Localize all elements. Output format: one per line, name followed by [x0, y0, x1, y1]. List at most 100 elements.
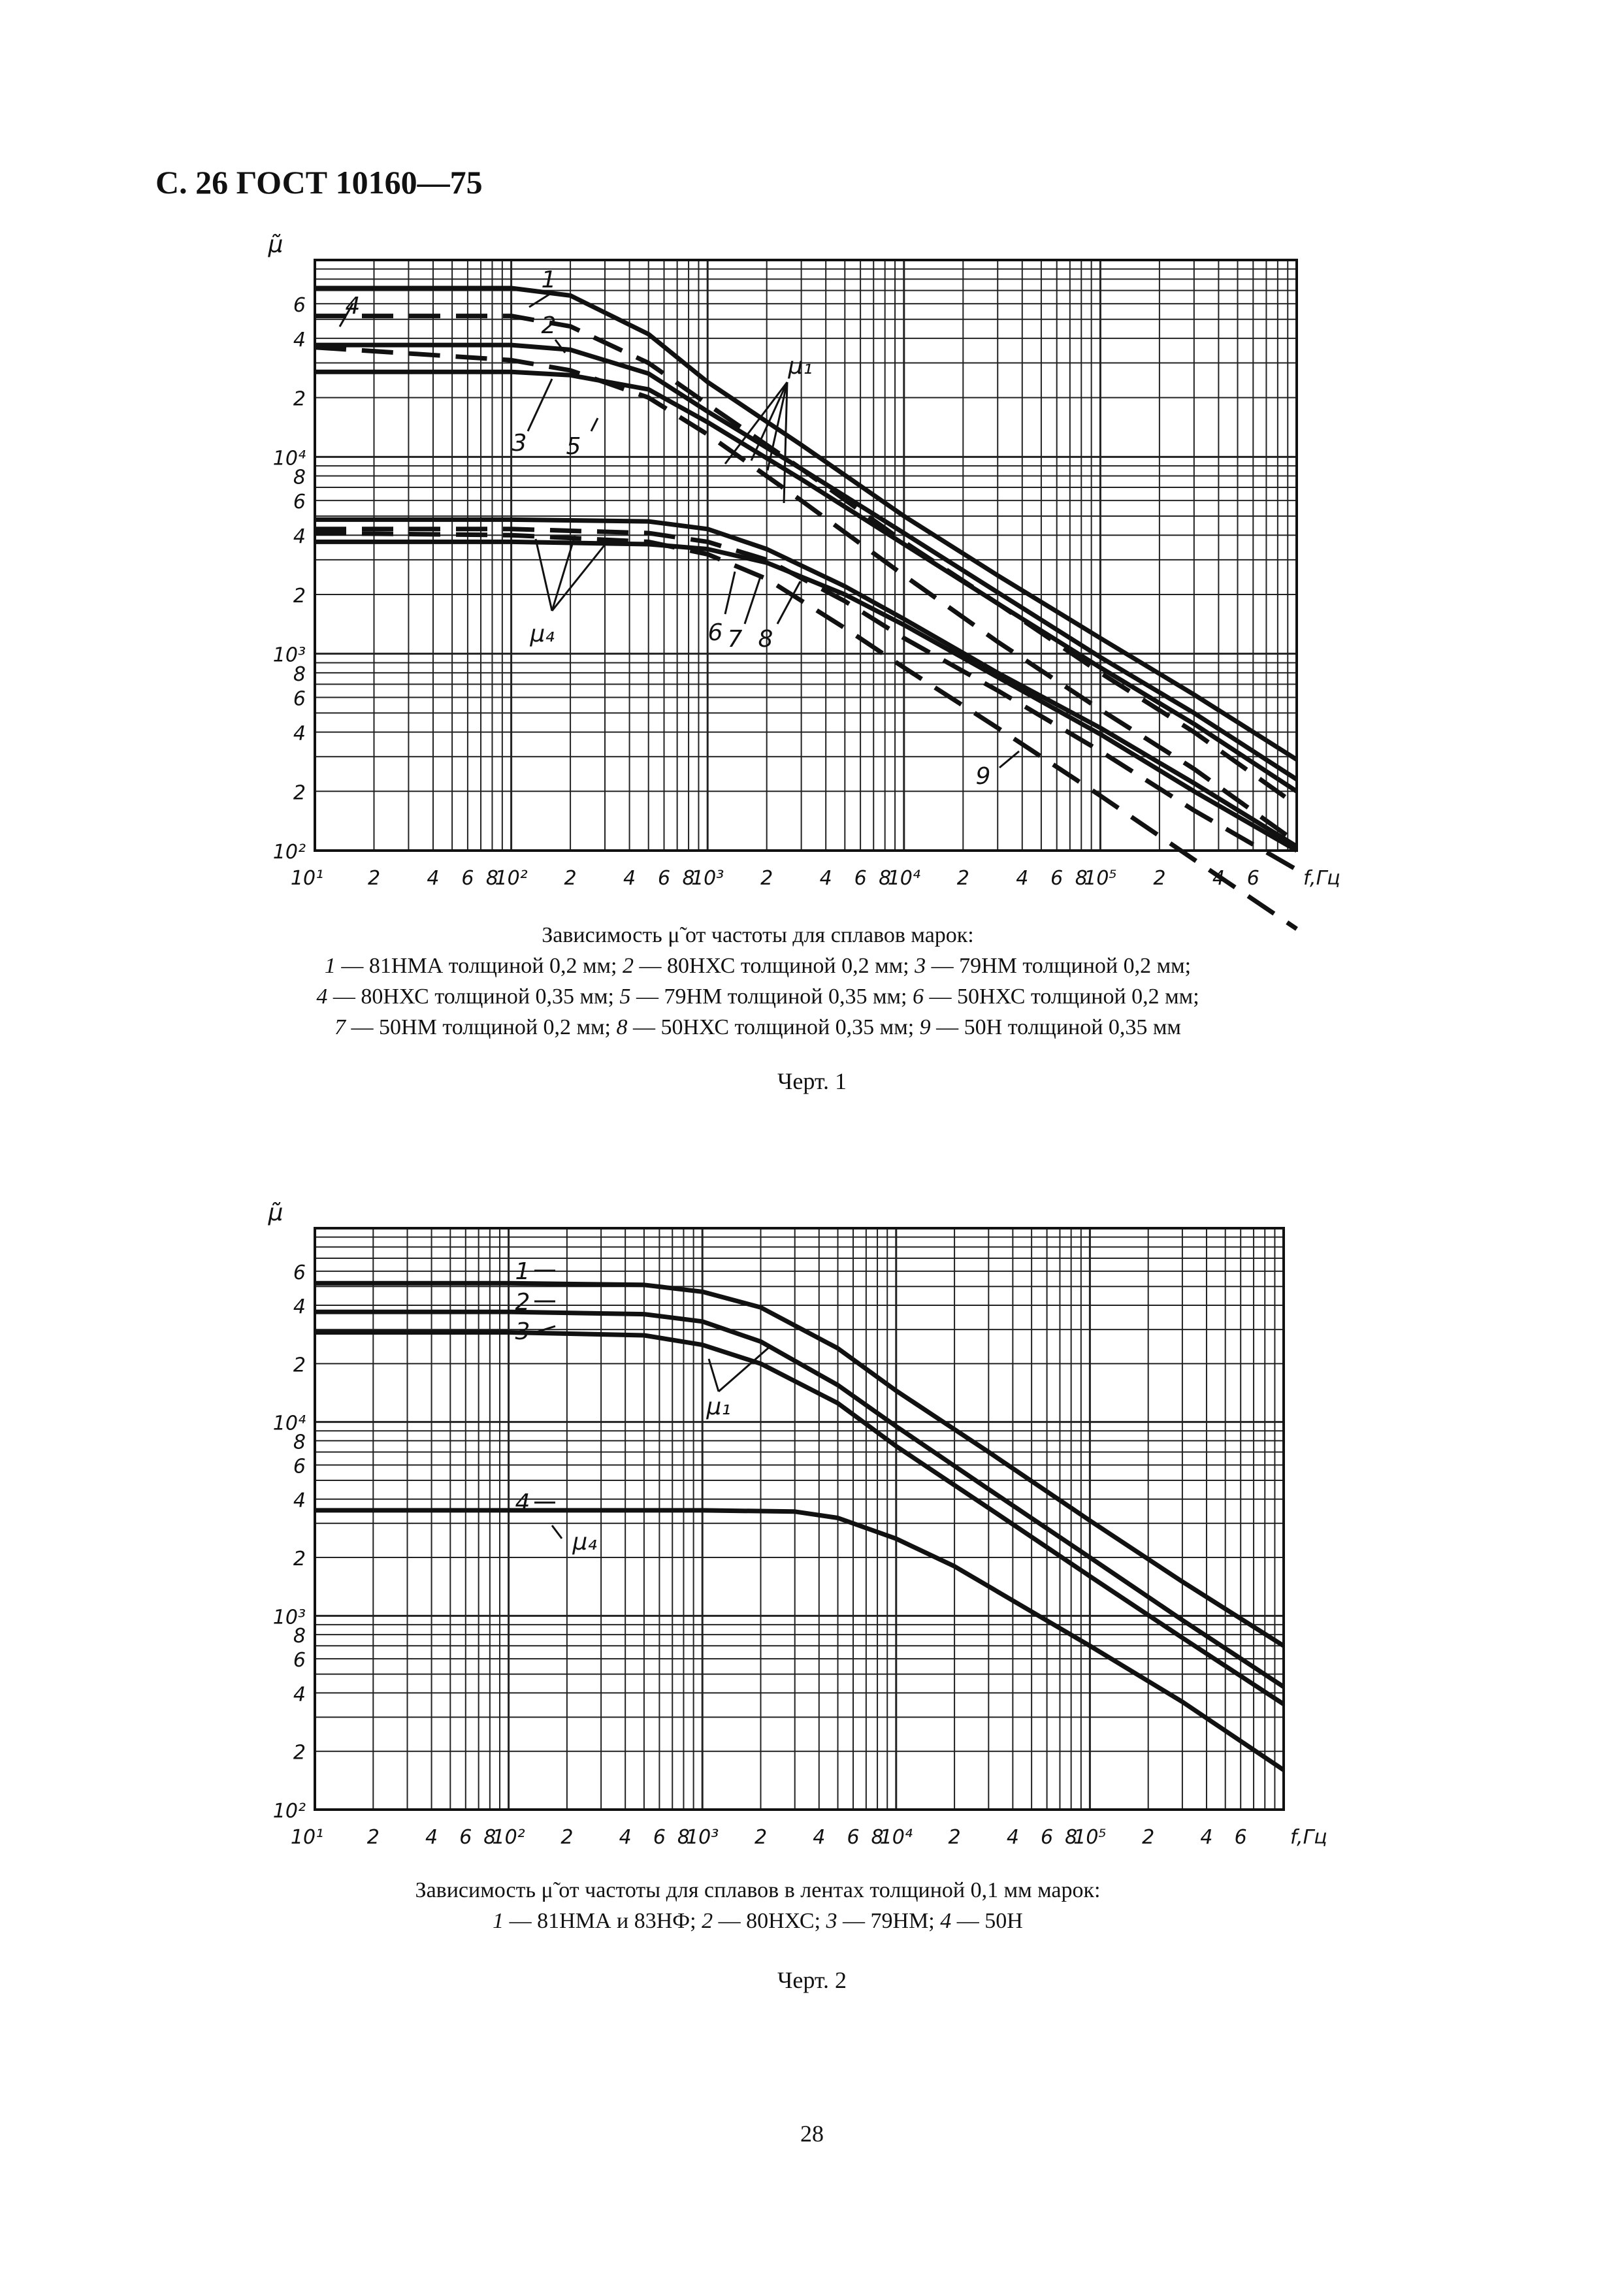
chart-1-mu1-leader: [766, 382, 788, 471]
chart-1-x-tick-label: 2: [564, 867, 577, 890]
chart-2-y-tick-label: 8: [293, 1431, 306, 1454]
page-number: 28: [800, 2121, 824, 2147]
chart-1-x-tick-label: 10³: [691, 867, 724, 890]
chart-2-y-tick-label: 2: [293, 1548, 306, 1571]
chart-2-legend-row: 1 — 81НМА и 83НФ; 2 — 80НХС; 3 — 79НМ; 4…: [196, 1906, 1320, 1936]
chart-2-legend-text: — 80НХС;: [713, 1909, 826, 1933]
chart-1-series-labels: 1 4 2 3 5 6 7 8 9 μ₁ μ₄: [338, 267, 1020, 790]
chart-1-label-leader: [338, 303, 354, 327]
chart-2-frame: [314, 1227, 1285, 1811]
chart-1-legend-number: 8: [616, 1015, 628, 1039]
chart-1-legend-text: — 50НХС толщиной 0,35 мм;: [627, 1015, 920, 1039]
chart-1-x-tick-label: 6: [658, 867, 670, 890]
chart-2-x-tick-label: 10³: [686, 1826, 719, 1849]
chart-2-x-tick-label: 10⁵: [1073, 1826, 1106, 1849]
chart-1-y-tick-label: 10²: [273, 841, 306, 864]
chart-1-label-leader: [554, 339, 566, 353]
chart-1-series-label-4: 4: [346, 293, 361, 319]
chart-2-y-axis-label: μ̃: [268, 1199, 284, 1226]
chart-2-label-leader: [534, 1325, 556, 1334]
chart-1-legend: 1 — 81НМА толщиной 0,2 мм; 2 — 80НХС тол…: [196, 951, 1320, 1043]
chart-2-x-tick-label: 4: [1200, 1826, 1212, 1849]
chart-1-x-tick-label: 2: [760, 867, 773, 890]
chart-1-legend-number: 4: [316, 985, 328, 1009]
chart-1-y-tick-label: 6: [293, 491, 306, 513]
chart-1-x-tick-label: 10⁴: [888, 867, 920, 890]
chart-1-legend-text: — 80НХС толщиной 0,35 мм;: [327, 985, 620, 1009]
chart-2-mu4-leader: [551, 1525, 563, 1539]
chart-2-x-tick-label: 4: [619, 1826, 632, 1849]
chart-2-group-label-mu1: μ₁: [706, 1393, 730, 1420]
chart-1-legend-text: — 79НМ толщиной 0,35 мм;: [630, 985, 913, 1009]
chart-2-series-line-1: [315, 1280, 1285, 1648]
chart-2-series-line-4: [315, 1508, 1285, 1772]
chart-1-series-label-7: 7: [728, 626, 743, 653]
chart-2-x-tick-label: 2: [367, 1826, 380, 1849]
chart-1-x-tick-label: 6: [461, 867, 474, 890]
chart-1-label-leader: [527, 378, 553, 432]
chart-2-y-tick-label: 4: [293, 1489, 306, 1512]
chart-2-x-tick-label: 4: [425, 1826, 438, 1849]
chart-1-legend-number: 6: [912, 985, 924, 1009]
chart-2-series-line-2: [315, 1309, 1285, 1689]
chart-1-mu1-leader: [783, 382, 788, 504]
chart-2-y-tick-label: 4: [293, 1295, 306, 1318]
chart-2-legend-text: — 81НМА и 83НФ;: [504, 1909, 702, 1933]
chart-1-x-tick-label: 8: [1075, 867, 1088, 890]
chart-1-x-tick-label: 4: [623, 867, 636, 890]
chart-2-x-tick-label: 6: [847, 1826, 859, 1849]
chart-1-legend-number: 7: [334, 1015, 346, 1039]
chart-1-series-label-1: 1: [542, 267, 557, 293]
chart-2-series-labels: 1 23 4 μ₁ μ₄: [515, 1258, 771, 1555]
chart-1-legend-number: 3: [915, 954, 926, 978]
chart-1-y-tick-label: 6: [293, 688, 306, 711]
chart-1-y-tick-label: 4: [293, 723, 306, 745]
chart-2-grid: [315, 1228, 1284, 1810]
chart-2-x-tick-label: 10²: [492, 1826, 525, 1849]
chart-2-y-tick-label: 10⁴: [273, 1412, 306, 1435]
chart-1-legend-number: 5: [619, 985, 631, 1009]
chart-2-y-tick-label: 8: [293, 1625, 306, 1648]
chart-1-legend-number: 9: [919, 1015, 931, 1039]
chart-2-legend-number: 4: [940, 1909, 952, 1933]
chart-1-series-label-2: 2: [542, 312, 557, 339]
chart-1-label-leader: [776, 581, 802, 625]
chart-2-x-tick-label: 8: [871, 1826, 884, 1849]
chart-2-y-tick-label: 6: [293, 1455, 306, 1478]
chart-1-series-label-9: 9: [976, 763, 991, 790]
chart-2-mu1-leader: [718, 1344, 771, 1393]
chart-2-figure-label: Черт. 2: [777, 1967, 847, 1993]
chart-2-series-label-2: 2: [515, 1289, 530, 1316]
chart-1-y-tick-label: 4: [293, 525, 306, 548]
chart-2-caption-title: Зависимость μ̃ от частоты для сплавов в …: [415, 1878, 1101, 1902]
chart-1-y-tick-label: 4: [293, 329, 306, 351]
chart-2-legend-number: 3: [826, 1909, 837, 1933]
chart-1-label-leader: [528, 291, 553, 308]
chart-1-legend-text: — 81НМА толщиной 0,2 мм;: [335, 954, 623, 978]
chart-2-x-axis-label: f,Гц: [1290, 1826, 1327, 1849]
chart-2-x-tick-label: 2: [949, 1826, 961, 1849]
chart-1-x-tick-label: 2: [957, 867, 969, 890]
chart-2-series-label-3: 3: [515, 1318, 530, 1345]
chart-2-x-tick-label: 10⁴: [880, 1826, 913, 1849]
chart-1-series-line-9: [314, 530, 1298, 931]
chart-1-x-tick-label: 8: [486, 867, 498, 890]
chart-2-series-label-1: 1: [515, 1258, 530, 1285]
chart-2-x-tick-label: 10¹: [291, 1826, 323, 1849]
chart-2-x-tick-label: 2: [1142, 1826, 1154, 1849]
chart-2-x-tick-label: 8: [677, 1826, 690, 1849]
chart-1-mu1-leader: [750, 382, 788, 461]
chart-1-y-tick-label: 2: [293, 388, 306, 411]
chart-1-mu4-leader: [551, 545, 606, 611]
chart-1-x-tick-label: 4: [427, 867, 439, 890]
chart-2-x-tick-label: 6: [653, 1826, 666, 1849]
chart-1-y-tick-label: 2: [293, 585, 306, 608]
chart-1-y-axis-label: μ̃: [268, 231, 284, 258]
chart-1-label-leader: [999, 750, 1020, 769]
chart-1-x-tick-label: 6: [854, 867, 867, 890]
chart-1-caption-title: Зависимость μ̃ от частоты для сплавов ма…: [542, 923, 974, 947]
chart-1-series-label-6: 6: [708, 619, 723, 646]
chart-1-figure-label: Черт. 1: [777, 1068, 847, 1094]
chart-2-x-tick-label: 8: [483, 1826, 496, 1849]
chart-2-legend-number: 2: [702, 1909, 713, 1933]
